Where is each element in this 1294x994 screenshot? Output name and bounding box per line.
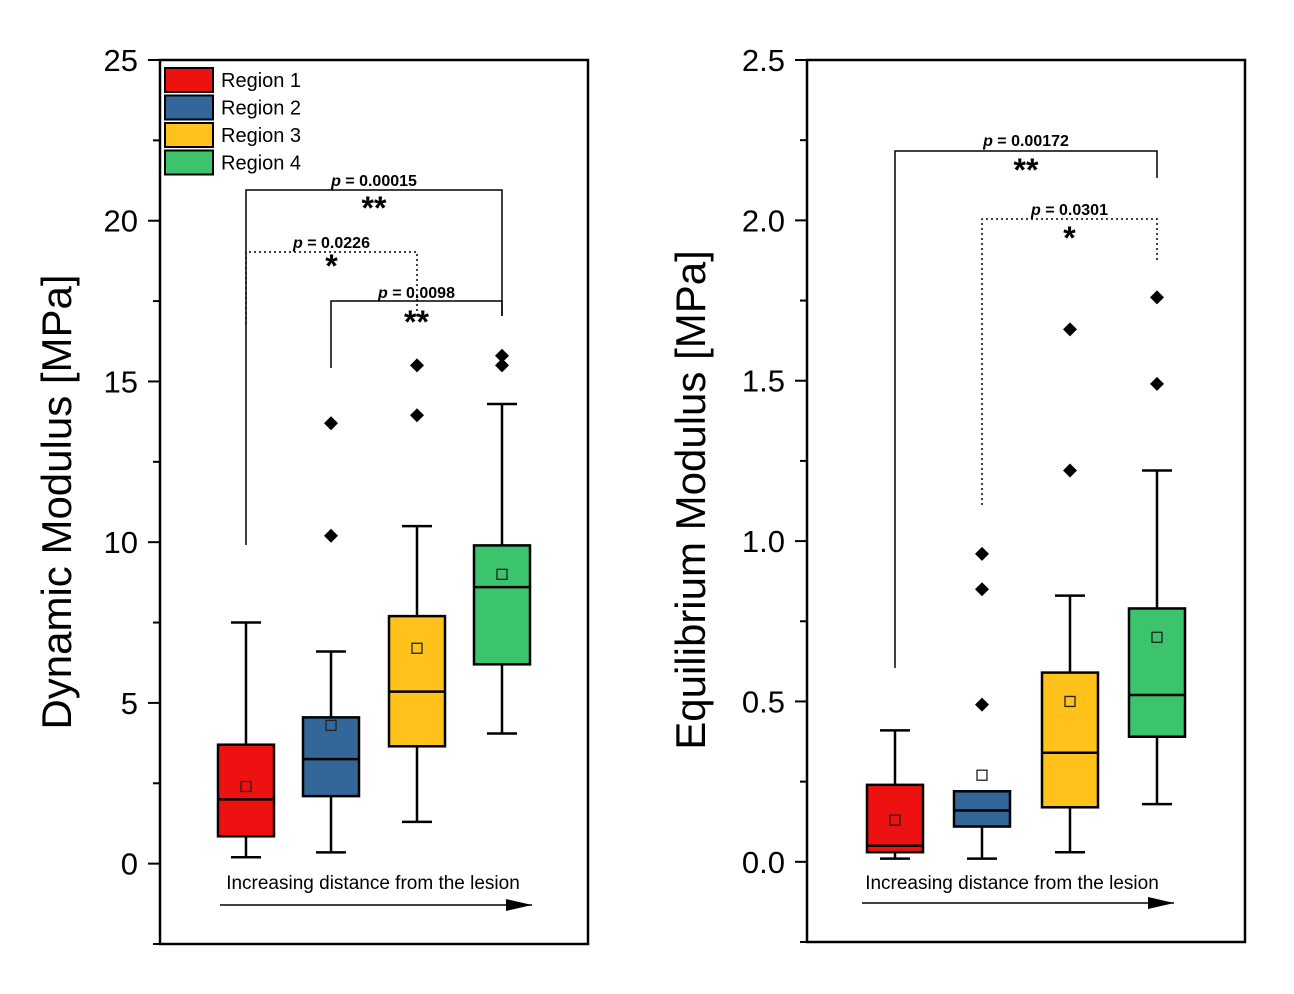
y-tick-label: 25: [104, 43, 138, 78]
legend-label: Region 4: [221, 153, 301, 175]
outlier-point: [1150, 376, 1164, 391]
y-tick-label: 15: [104, 364, 138, 399]
x-axis-note: Increasing distance from the lesion: [226, 873, 520, 894]
y-tick-label: 2.0: [742, 203, 785, 238]
mean-marker: [240, 780, 252, 793]
x-axis-note: Increasing distance from the lesion: [865, 873, 1159, 894]
significance-bracket: [245, 189, 503, 545]
y-axis-title: Equilibrium Modulus [MPa]: [667, 250, 714, 750]
box-region-2: [301, 716, 361, 798]
significance-stars: *: [325, 248, 338, 284]
outlier-point: [975, 546, 989, 561]
y-tick-label: 0: [121, 847, 138, 882]
outlier-point: [1150, 290, 1164, 305]
significance-bracket: [894, 150, 1158, 668]
box-region-3: [387, 614, 447, 748]
box-region-1: [865, 783, 925, 854]
y-tick-label: 2.5: [742, 43, 785, 78]
p-value-label: p = 0.00015: [330, 173, 417, 190]
mean-marker: [1064, 695, 1076, 708]
legend-swatch: [164, 67, 214, 93]
mean-marker: [496, 568, 508, 580]
mean-marker: [1151, 631, 1163, 643]
plot-frame: [158, 58, 590, 946]
mean-marker: [411, 642, 423, 654]
outlier-point: [410, 408, 424, 423]
box-region-1: [216, 743, 276, 838]
significance-stars: **: [362, 190, 387, 226]
p-value-label: p = 0.00172: [982, 133, 1069, 150]
outlier-point: [1063, 463, 1077, 478]
significance-stars: **: [404, 304, 429, 340]
outlier-point: [410, 358, 424, 373]
outlier-point: [1063, 322, 1077, 337]
p-value-label: p = 0.0098: [377, 285, 455, 302]
mean-marker: [325, 719, 337, 732]
y-tick-label: 0.0: [742, 845, 785, 880]
significance-bracket: [245, 251, 418, 324]
box-region-4: [1127, 607, 1187, 738]
outlier-point: [975, 697, 989, 712]
outlier-point: [324, 416, 338, 431]
p-value-label: p = 0.0226: [292, 235, 370, 252]
significance-stars: **: [1014, 152, 1039, 188]
outlier-point: [975, 582, 989, 597]
dynamic-modulus-panel: 0 5 10 15 20 25 Dynamic Modulus [MPa] p = 0.000…: [33, 43, 590, 946]
y-tick-label: 10: [104, 525, 138, 560]
box-region-2: [952, 790, 1012, 828]
box-region-3: [1040, 671, 1100, 809]
legend-label: Region 3: [221, 125, 301, 147]
plot-frame: [805, 58, 1247, 944]
significance-stars: *: [1063, 220, 1076, 256]
y-tick-label: 1.0: [742, 524, 785, 559]
outlier-point: [324, 528, 338, 543]
legend-swatch: [164, 94, 214, 121]
mean-marker: [976, 769, 988, 781]
legend-swatch: [164, 149, 214, 176]
legend-label: Region 1: [221, 70, 301, 92]
y-tick-label: 0.5: [742, 684, 785, 719]
outlier-point: [495, 348, 509, 363]
y-axis-title: Dynamic Modulus [MPa]: [33, 274, 80, 729]
legend-label: Region 2: [221, 98, 301, 120]
y-tick-label: 1.5: [742, 364, 785, 399]
significance-bracket: [330, 300, 503, 368]
mean-marker: [889, 814, 901, 826]
outlier-point: [495, 358, 509, 373]
box-region-4: [472, 544, 532, 666]
significance-bracket: [981, 218, 1158, 505]
equilibrium-modulus-panel: 0.0 0.5 1.0 1.5 2.0 2.5 Equilibrium Modulus [M…: [667, 43, 1247, 944]
p-value-label: p = 0.0301: [1030, 202, 1108, 219]
y-tick-label: 20: [104, 204, 138, 239]
legend-swatch: [164, 122, 214, 148]
y-tick-label: 5: [121, 686, 138, 721]
